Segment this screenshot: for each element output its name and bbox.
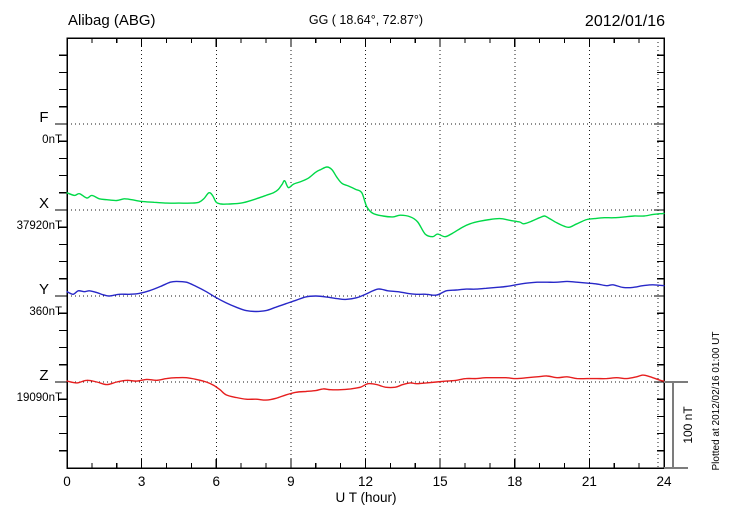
chart-layer: 0 3 6 9 12 15 18 21 24 <box>55 37 688 489</box>
x-tick-label-18: 18 <box>507 474 522 489</box>
x-axis-title: U T (hour) <box>335 490 396 505</box>
x-tick-label-3: 3 <box>138 474 146 489</box>
series-label-z: Z <box>39 367 48 384</box>
plot-frame <box>66 37 665 469</box>
date-label: 2012/01/16 <box>585 13 665 30</box>
x-tick-label-0: 0 <box>63 474 71 489</box>
x-tick-label-9: 9 <box>287 474 295 489</box>
series-base-value-x: 37920nT <box>17 220 62 232</box>
x-tick-label-24: 24 <box>656 474 672 489</box>
trace-Z <box>66 374 665 401</box>
x-tick-label-6: 6 <box>212 474 220 489</box>
x-tick-label-21: 21 <box>582 474 597 489</box>
plotted-at-note: Plotted at 2012/02/16 01:00 UT <box>711 332 722 471</box>
series-base-value-y: 360nT <box>29 306 62 318</box>
series-base-value-z: 19090nT <box>17 392 62 404</box>
station-title: Alibag (ABG) <box>68 12 156 29</box>
trace-X <box>66 166 665 238</box>
x-tick-label-15: 15 <box>433 474 448 489</box>
series-label-f: F <box>39 109 48 126</box>
geographic-coordinates: GG ( 18.64°, 72.87°) <box>309 13 423 27</box>
scale-bar-label: 100 nT <box>681 406 695 444</box>
series-base-value-f: 0nT <box>42 134 62 146</box>
trace-Y <box>66 280 665 313</box>
series-label-x: X <box>39 195 49 212</box>
x-tick-label-12: 12 <box>358 474 373 489</box>
series-label-y: Y <box>39 281 49 298</box>
